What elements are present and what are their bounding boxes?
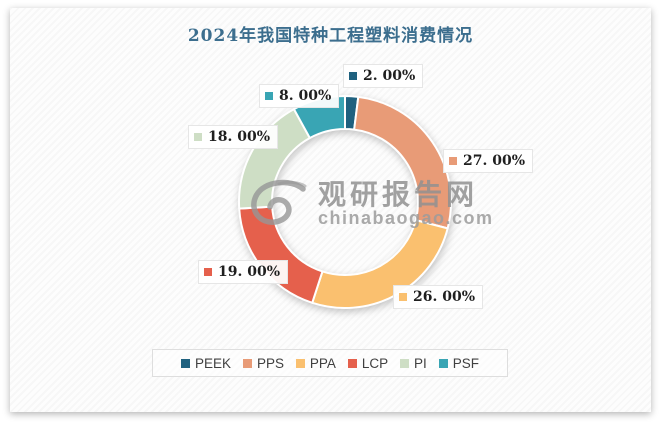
lcp-legend-label: LCP [361, 355, 389, 371]
peek-label-value: 2. 00% [363, 68, 416, 84]
legend-item-ppa[interactable]: PPA [295, 355, 336, 371]
legend-item-peek[interactable]: PEEK [181, 356, 231, 371]
psf-label-value: 8. 00% [279, 88, 332, 104]
psf-legend-swatch [438, 358, 448, 368]
pi-label-value: 18. 00% [208, 129, 271, 145]
donut-slice-lcp[interactable] [238, 205, 324, 304]
lcp-legend-swatch [347, 358, 357, 368]
lcp-label-value: 19. 00% [218, 264, 281, 280]
pi-legend-label: PI [414, 355, 427, 371]
chart-card: 2024年我国特种工程塑料消费情况 2. 00% 27. 00% 26. 00%… [10, 8, 651, 412]
data-label-pps: 27. 00% [443, 149, 534, 173]
ppa-label-value: 26. 00% [413, 289, 476, 305]
chart-legend: PEEK PPS PPA LCP PI PSF [152, 349, 508, 377]
peek-label-marker [349, 72, 357, 80]
data-label-lcp: 19. 00% [198, 260, 289, 284]
pps-legend-swatch [242, 358, 252, 368]
data-label-pi: 18. 00% [188, 125, 279, 149]
ppa-legend-swatch [295, 358, 305, 368]
peek-legend-swatch [181, 358, 190, 368]
legend-item-pps[interactable]: PPS [242, 355, 284, 371]
data-label-peek: 2. 00% [343, 64, 424, 88]
psf-label-marker [265, 92, 273, 100]
lcp-label-marker [204, 268, 212, 276]
chart-title: 2024年我国特种工程塑料消费情况 [187, 26, 474, 46]
ppa-label-marker [399, 293, 407, 301]
pps-label-marker [449, 157, 457, 165]
legend-item-pi[interactable]: PI [400, 356, 427, 371]
ppa-legend-label: PPA [309, 355, 336, 371]
data-label-ppa: 26. 00% [393, 285, 484, 309]
pi-legend-swatch [400, 358, 410, 368]
donut-slice-pps[interactable] [353, 95, 452, 230]
legend-item-lcp[interactable]: LCP [347, 355, 389, 371]
pi-label-marker [194, 133, 202, 141]
psf-legend-label: PSF [452, 355, 479, 371]
pps-label-value: 27. 00% [463, 153, 526, 169]
peek-legend-label: PEEK [195, 355, 232, 371]
legend-item-psf[interactable]: PSF [438, 355, 479, 371]
data-label-psf: 8. 00% [259, 84, 340, 108]
pps-legend-label: PPS [256, 355, 284, 371]
